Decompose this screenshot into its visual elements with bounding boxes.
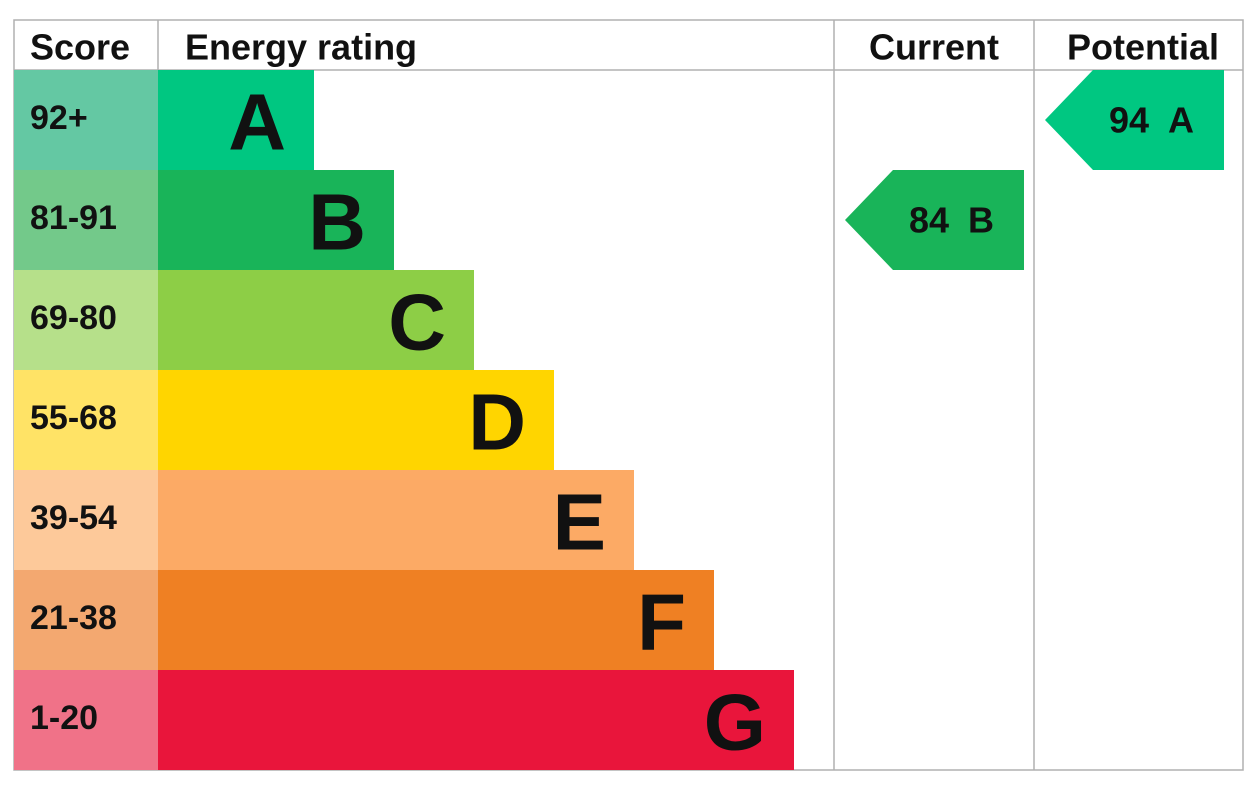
score-range: 39-54 [30, 499, 117, 537]
potential-arrow [1045, 70, 1224, 170]
rating-letter: F [637, 578, 686, 667]
rating-letter: C [388, 278, 446, 367]
rating-letter: D [468, 378, 526, 467]
header-score: Score [30, 27, 130, 68]
score-cell [14, 270, 158, 370]
score-range: 81-91 [30, 199, 117, 237]
rating-letter: E [553, 478, 606, 567]
rating-bar [158, 370, 554, 470]
score-range: 55-68 [30, 399, 117, 437]
score-range: 69-80 [30, 299, 117, 337]
score-cell [14, 470, 158, 570]
score-cell [14, 670, 158, 770]
header-potential: Potential [1067, 27, 1219, 68]
score-cell [14, 70, 158, 170]
rating-bar [158, 470, 634, 570]
header-current: Current [869, 27, 999, 68]
header-rating: Energy rating [185, 27, 417, 68]
score-range: 1-20 [30, 699, 98, 737]
score-cell [14, 570, 158, 670]
rating-bar [158, 170, 394, 270]
current-value: 84 [909, 200, 949, 241]
current-arrow [845, 170, 1024, 270]
rating-letter: G [704, 678, 766, 767]
rating-letter: B [308, 178, 366, 267]
current-rating: B [968, 200, 994, 241]
rating-letter: A [228, 78, 286, 167]
potential-rating: A [1168, 100, 1194, 141]
score-range: 21-38 [30, 599, 117, 637]
rating-bar [158, 670, 794, 770]
rating-bar [158, 70, 314, 170]
score-cell [14, 370, 158, 470]
rating-bar [158, 270, 474, 370]
score-range: 92+ [30, 99, 88, 137]
rating-bar [158, 570, 714, 670]
score-cell [14, 170, 158, 270]
potential-value: 94 [1109, 100, 1149, 141]
